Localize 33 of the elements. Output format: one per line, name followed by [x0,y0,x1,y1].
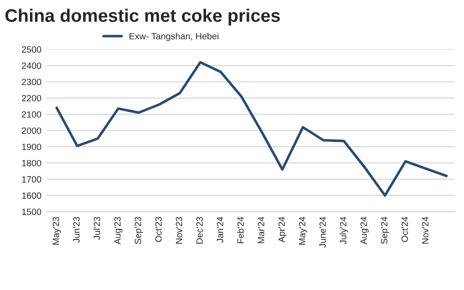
x-tick-label: Sep'23 [134,216,143,244]
x-tick-label: July'24 [340,216,348,244]
x-tick-label: Jul'23 [93,216,100,240]
x-tick-label: Dec'23 [196,216,203,244]
x-tick-label: Jun'23 [73,216,80,243]
y-tick-label: 2000 [22,127,42,134]
x-tick-label: Nov'23 [176,216,182,244]
x-tick-label: Aug'24 [360,216,369,244]
y-tick-label: 1900 [22,144,42,150]
x-tick-label: June'24 [319,216,326,248]
x-tick-label: Sep'24 [380,216,390,244]
y-tick-label: 2100 [22,111,42,118]
x-tick-label: Oct'23 [155,216,162,242]
y-tick-label: 1500 [22,208,42,216]
y-tick-label: 2400 [22,62,42,69]
chart-title: China domestic met coke prices [5,8,280,26]
y-tick-label: 1600 [22,192,42,199]
x-tick-label: Apr'24 [278,216,287,242]
x-tick-label: Feb'24 [237,216,244,244]
y-tick-label: 1800 [22,160,42,166]
y-tick-label: 2300 [22,78,42,86]
x-tick-label: May'24 [298,216,308,245]
y-tick-label: 2500 [22,46,42,53]
x-tick-label: Mar'24 [258,216,264,244]
y-tick-label: 2200 [22,94,42,102]
y-tick-label: 1700 [22,176,42,183]
x-tick-label: May'23 [52,216,61,245]
x-tick-label: Aug'23 [114,216,122,244]
legend-label: Exw- Tangshan, Hebei [130,32,218,42]
line-series [55,61,448,197]
x-tick-label: Nov'24 [422,216,428,244]
x-tick-label: Oct'24 [402,216,408,242]
x-tick-label: Jan'24 [216,216,224,243]
